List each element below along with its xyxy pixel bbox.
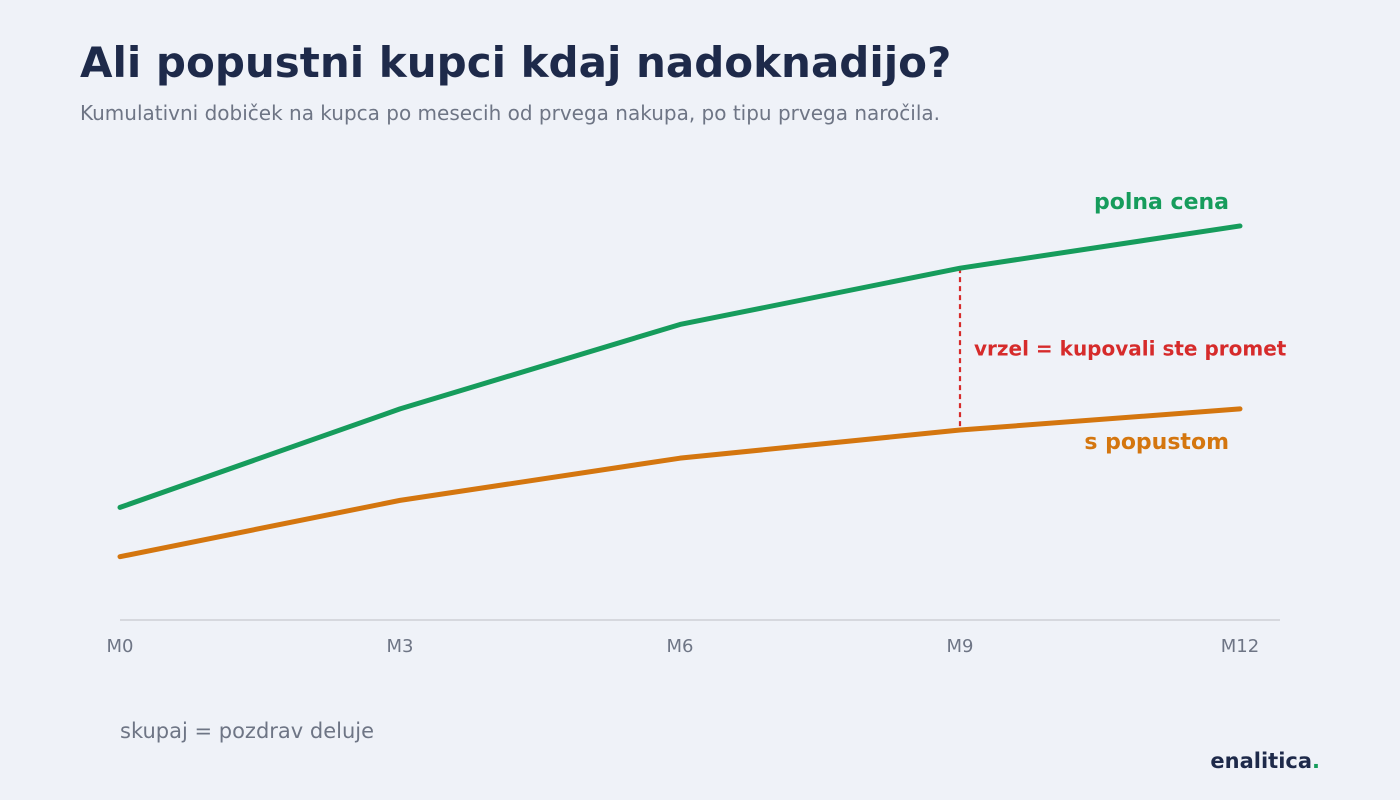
- x-tick-label: M0: [107, 636, 134, 657]
- series-labels: polna cena s popustom: [1084, 190, 1229, 455]
- page-subtitle: Kumulativni dobiček na kupca po mesecih …: [80, 101, 940, 125]
- series-line-s-popustom: [117, 406, 1243, 560]
- page-title: Ali popustni kupci kdaj nadoknadijo?: [80, 38, 952, 87]
- footer-note: skupaj = pozdrav deluje: [120, 719, 375, 743]
- x-tick-label: M6: [667, 636, 694, 657]
- x-tick-label: M9: [947, 636, 974, 657]
- brand-dot: .: [1312, 749, 1320, 773]
- annotation-group: vrzel = kupovali ste promet: [958, 268, 1287, 431]
- brand-name: enalitica: [1210, 749, 1313, 773]
- x-axis: M0 M3 M6 M9 M12: [107, 619, 1280, 657]
- x-tick-label: M12: [1221, 636, 1259, 657]
- brand-logo: enalitica.: [1210, 749, 1320, 773]
- x-tick-label: M3: [387, 636, 414, 657]
- series-label-s-popustom: s popustom: [1084, 430, 1229, 455]
- series-group: [117, 223, 1243, 560]
- series-label-polna-cena: polna cena: [1094, 190, 1229, 215]
- series-line-polna-cena: [117, 223, 1243, 510]
- gap-annotation: vrzel = kupovali ste promet: [974, 337, 1287, 361]
